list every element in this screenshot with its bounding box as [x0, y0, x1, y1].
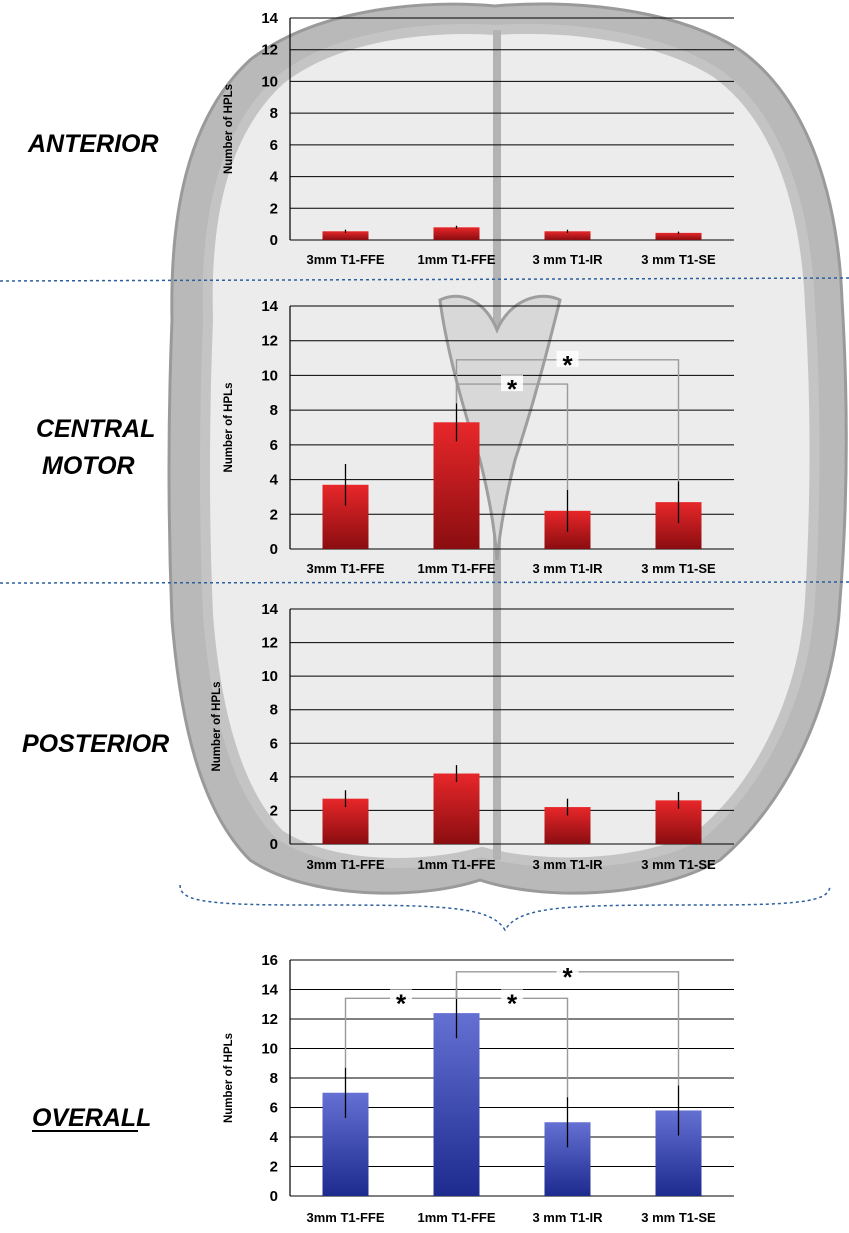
- category-label: 3 mm T1-IR: [532, 1210, 603, 1225]
- bar: [433, 773, 480, 844]
- y-tick-label: 4: [270, 769, 279, 786]
- category-label: 1mm T1-FFE: [417, 561, 495, 576]
- significance-star: *: [507, 988, 518, 1018]
- bar: [655, 232, 702, 240]
- category-label: 3 mm T1-IR: [532, 252, 603, 267]
- bar: [544, 231, 591, 240]
- overall-brace: [179, 884, 831, 932]
- y-tick-label: 6: [270, 137, 278, 154]
- y-tick-label: 12: [261, 333, 278, 350]
- region-label-central: CENTRAL: [36, 415, 155, 443]
- bar: [433, 1013, 480, 1196]
- region-label-motor: MOTOR: [42, 452, 135, 480]
- y-tick-label: 2: [270, 1159, 278, 1176]
- category-label: 3mm T1-FFE: [306, 561, 384, 576]
- region-label-overall: OVERALL: [32, 1104, 151, 1132]
- y-tick-label: 12: [261, 42, 278, 59]
- y-tick-label: 14: [261, 601, 278, 618]
- y-tick-label: 6: [270, 735, 278, 752]
- y-tick-label: 10: [261, 73, 278, 90]
- y-tick-label: 0: [270, 541, 278, 558]
- y-tick-label: 8: [270, 702, 278, 719]
- bar: [322, 231, 369, 240]
- bar: [433, 227, 480, 240]
- category-label: 1mm T1-FFE: [417, 1210, 495, 1225]
- y-tick-label: 8: [270, 402, 278, 419]
- y-tick-label: 10: [261, 1041, 278, 1058]
- significance-mask: [501, 375, 523, 392]
- y-tick-label: 4: [270, 169, 279, 186]
- chart-posterior: 0 2 4 6 8 10 12 14 Number of HPLs 3mm T1-FFE 1mm T…: [211, 601, 734, 872]
- category-label: 3mm T1-FFE: [306, 1210, 384, 1225]
- y-tick-label: 4: [270, 472, 279, 489]
- y-axis-title: Number of HPLs: [223, 84, 235, 174]
- region-label-posterior: POSTERIOR: [22, 730, 169, 758]
- y-tick-label: 14: [261, 10, 278, 27]
- category-label: 3 mm T1-SE: [641, 561, 716, 576]
- category-label: 3 mm T1-IR: [532, 857, 603, 872]
- significance-mask: [556, 350, 579, 367]
- category-label: 3 mm T1-SE: [641, 252, 716, 267]
- significance-mask: [501, 989, 523, 1006]
- y-tick-label: 2: [270, 802, 278, 819]
- y-tick-label: 10: [261, 367, 278, 384]
- y-tick-label: 0: [270, 836, 278, 853]
- region-label-anterior: ANTERIOR: [27, 130, 159, 158]
- y-axis-title: Number of HPLs: [223, 382, 235, 472]
- y-tick-label: 10: [261, 668, 278, 685]
- y-tick-label: 4: [270, 1129, 279, 1146]
- category-label: 3mm T1-FFE: [306, 252, 384, 267]
- category-label: 1mm T1-FFE: [417, 857, 495, 872]
- y-axis-title: Number of HPLs: [223, 1033, 235, 1123]
- chart-central-motor: 0 2 4 6 8 10 12 14 Number of HPLs 3mm T1-FFE 1mm T…: [223, 298, 734, 576]
- bar: [433, 422, 480, 549]
- y-tick-label: 0: [270, 1188, 278, 1205]
- y-tick-label: 8: [270, 1070, 278, 1087]
- category-label: 3 mm T1-SE: [641, 857, 716, 872]
- category-label: 1mm T1-FFE: [417, 252, 495, 267]
- y-tick-label: 2: [270, 506, 278, 523]
- significance-mask: [556, 962, 579, 979]
- chart-overall: 0 2 4 6 8 10 12 14 16 Number of HPLs 3mm T1-FFE 1mm…: [223, 952, 734, 1225]
- y-tick-label: 6: [270, 1100, 278, 1117]
- y-tick-label: 14: [261, 982, 278, 999]
- y-tick-label: 14: [261, 298, 278, 315]
- category-label: 3mm T1-FFE: [306, 857, 384, 872]
- chart-anterior: 0 2 4 6 8 10 12 14 Number of HPLs 3mm T1-FFE 1mm T…: [223, 10, 734, 267]
- y-tick-label: 16: [261, 952, 278, 969]
- y-tick-label: 6: [270, 437, 278, 454]
- significance-star: *: [562, 962, 573, 992]
- category-label: 3 mm T1-IR: [532, 561, 603, 576]
- y-tick-label: 12: [261, 1011, 278, 1028]
- significance-star: *: [507, 374, 518, 404]
- significance-star: *: [396, 988, 407, 1018]
- significance-mask: [390, 989, 412, 1006]
- significance-star: *: [562, 350, 573, 380]
- y-tick-label: 2: [270, 200, 278, 217]
- category-label: 3 mm T1-SE: [641, 1210, 716, 1225]
- y-tick-label: 0: [270, 232, 278, 249]
- y-tick-label: 8: [270, 105, 278, 122]
- y-tick-label: 12: [261, 635, 278, 652]
- y-axis-title: Number of HPLs: [211, 681, 223, 771]
